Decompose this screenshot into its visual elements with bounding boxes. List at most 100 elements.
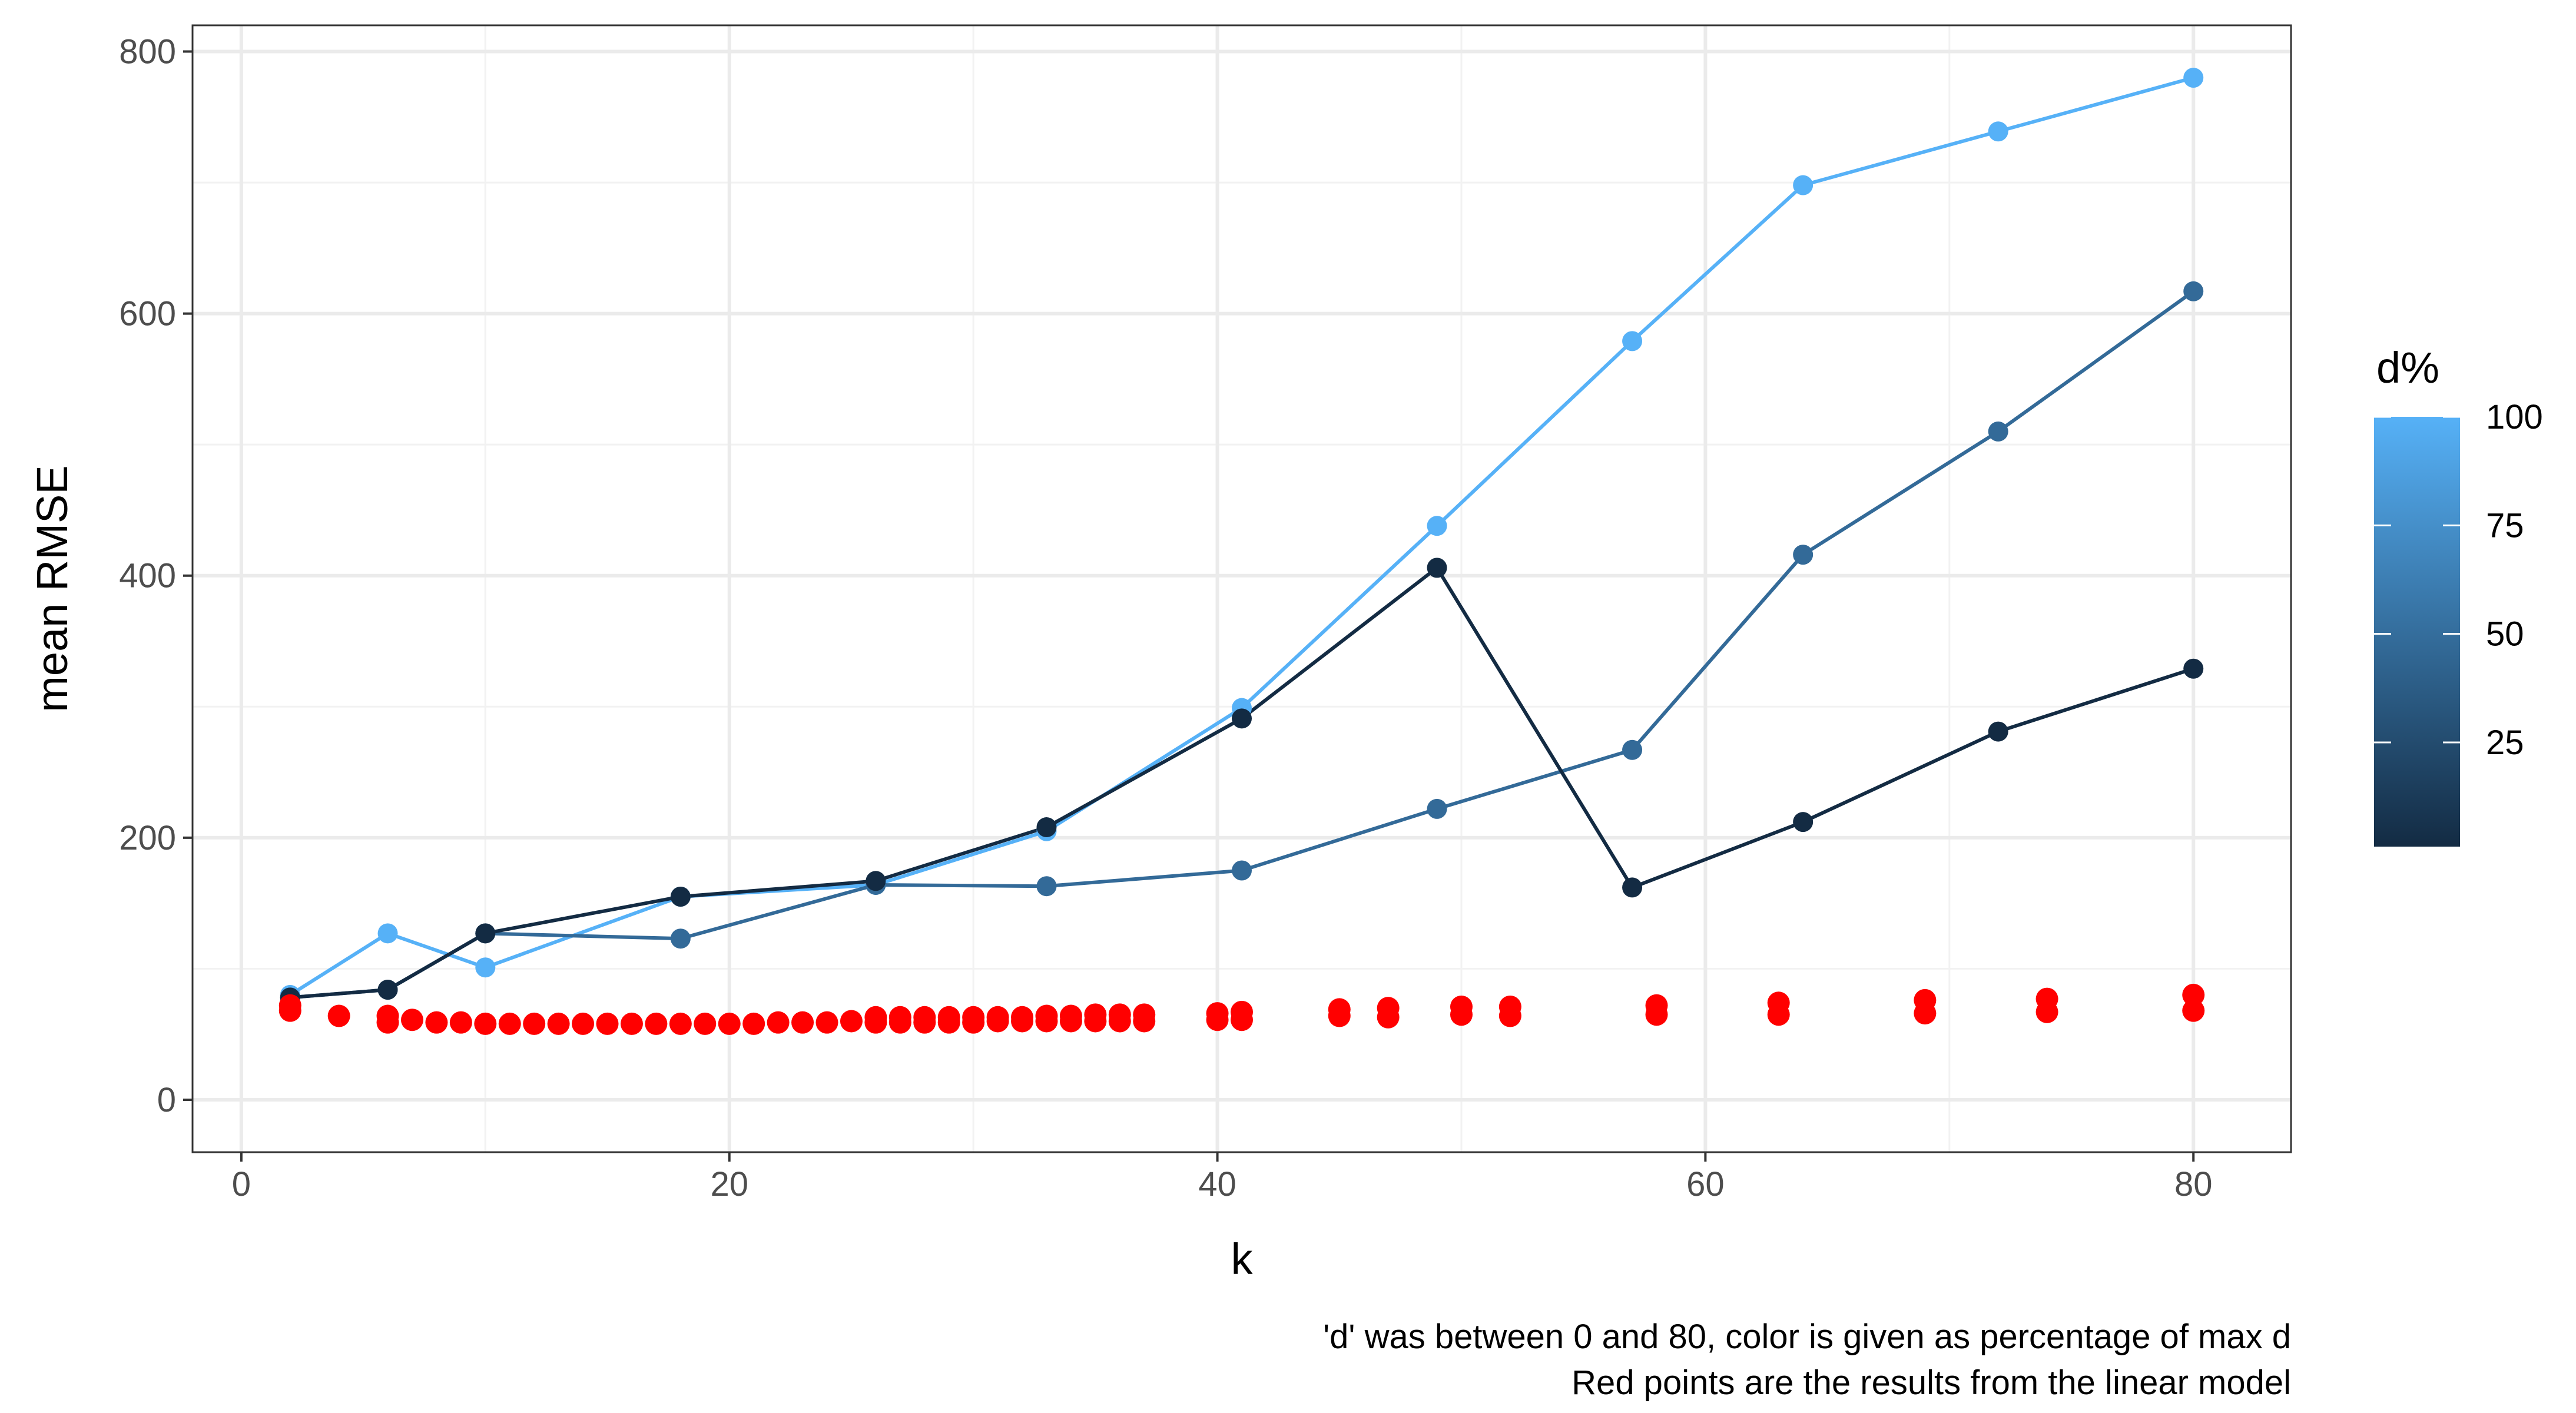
series-point — [1988, 121, 2008, 142]
series-point — [1232, 708, 1252, 729]
x-tick-label: 80 — [2174, 1165, 2213, 1203]
series-line — [289, 76, 2194, 997]
x-tick-label: 20 — [710, 1165, 748, 1203]
linear-model-point — [327, 1004, 350, 1027]
linear-model-point — [400, 1009, 423, 1031]
x-axis-title: k — [1231, 1235, 1254, 1283]
caption-line-2: Red points are the results from the line… — [1572, 1364, 2291, 1402]
y-axis: 0 200 400 600 800 — [119, 33, 193, 1119]
series-point — [1793, 545, 1814, 565]
series-point — [377, 923, 398, 944]
linear-model-point — [1328, 1004, 1351, 1027]
y-tick-label: 200 — [119, 819, 176, 857]
series-point — [1232, 860, 1252, 881]
linear-model-point — [620, 1012, 643, 1035]
legend-tick-label: 50 — [2486, 615, 2524, 654]
linear-model-point — [767, 1011, 790, 1034]
linear-model-point — [840, 1010, 863, 1033]
linear-model-point — [1914, 1002, 1937, 1025]
linear-model-point — [498, 1012, 521, 1035]
linear-model-point — [1035, 1010, 1058, 1033]
series-point — [1036, 876, 1057, 897]
linear-model-point — [888, 1011, 911, 1034]
linear-model-point — [547, 1012, 570, 1035]
y-axis-title: mean RMSE — [28, 465, 77, 712]
linear-model-point — [791, 1011, 814, 1034]
linear-model-point — [694, 1012, 717, 1035]
x-tick-label: 0 — [232, 1165, 251, 1203]
series-line — [290, 566, 2194, 1000]
series-point — [1622, 739, 1643, 760]
linear-model-point — [986, 1010, 1009, 1033]
linear-model-point — [645, 1012, 668, 1035]
linear-model-point — [474, 1012, 497, 1035]
linear-model-point — [742, 1012, 765, 1035]
linear-model-point — [1108, 1010, 1131, 1033]
linear-model-point — [523, 1012, 546, 1035]
linear-model-point — [1011, 1010, 1034, 1033]
legend-tick-label: 100 — [2486, 398, 2543, 436]
series-point — [1427, 798, 1447, 819]
y-tick-label: 400 — [119, 557, 176, 595]
linear-model-point — [596, 1012, 619, 1035]
panel-border — [191, 24, 2292, 1153]
linear-model-point — [1498, 1004, 1521, 1027]
series-point — [1427, 558, 1447, 578]
linear-model-point — [1377, 1006, 1400, 1029]
series-point — [670, 887, 691, 907]
legend-ticks: 25 50 75 100 — [2374, 398, 2543, 762]
linear-model-point — [572, 1012, 595, 1035]
linear-model-point — [376, 1011, 399, 1034]
series-point — [2183, 281, 2204, 301]
linear-model-point — [1059, 1010, 1082, 1033]
caption-line-1: 'd' was between 0 and 80, color is given… — [1323, 1318, 2291, 1356]
y-tick-label: 0 — [157, 1081, 176, 1119]
legend-tick-label: 25 — [2486, 724, 2524, 762]
x-axis: 0 20 40 60 80 — [232, 1152, 2213, 1203]
y-tick-label: 800 — [119, 33, 176, 71]
linear-model-point — [864, 1011, 887, 1034]
linear-model-point — [718, 1012, 741, 1035]
legend: d% 25 50 75 100 — [2374, 343, 2543, 847]
x-tick-label: 60 — [1686, 1165, 1725, 1203]
linear-model-point — [425, 1011, 448, 1034]
linear-model-point — [913, 1011, 936, 1034]
series-point — [1988, 721, 2008, 742]
linear-model-point — [2182, 999, 2205, 1022]
linear-model-point — [2182, 983, 2205, 1006]
series-point — [1036, 817, 1057, 838]
series-point — [2183, 68, 2204, 88]
series-point — [670, 928, 691, 949]
series-point — [1988, 421, 2008, 442]
series-point — [2183, 658, 2204, 679]
linear-model-point — [937, 1011, 960, 1034]
legend-colorbar — [2374, 417, 2460, 847]
series-points — [280, 68, 2204, 1008]
linear-model-point — [669, 1012, 692, 1035]
x-tick-label: 40 — [1198, 1165, 1236, 1203]
series-point — [1793, 175, 1814, 195]
linear-model-points — [279, 983, 2205, 1035]
y-tick-label: 600 — [119, 295, 176, 333]
linear-model-point — [1206, 1009, 1229, 1031]
linear-model-point — [815, 1011, 838, 1034]
series-lines — [289, 76, 2194, 1000]
series-point — [866, 871, 886, 891]
linear-model-point — [1645, 1003, 1668, 1026]
major-gridlines — [193, 25, 2291, 1152]
linear-model-point — [1133, 1010, 1156, 1033]
linear-model-point — [1767, 1003, 1790, 1026]
series-point — [377, 980, 398, 1000]
legend-tick-label: 75 — [2486, 506, 2524, 545]
linear-model-point — [1450, 1003, 1473, 1026]
linear-model-point — [279, 999, 301, 1022]
legend-title: d% — [2376, 343, 2439, 392]
series-point — [1622, 331, 1643, 351]
linear-model-point — [962, 1011, 985, 1034]
series-point — [1793, 812, 1814, 832]
series-point — [1427, 516, 1447, 536]
plot-panel — [193, 25, 2291, 1152]
linear-model-point — [449, 1011, 472, 1034]
linear-model-point — [2035, 1000, 2058, 1023]
